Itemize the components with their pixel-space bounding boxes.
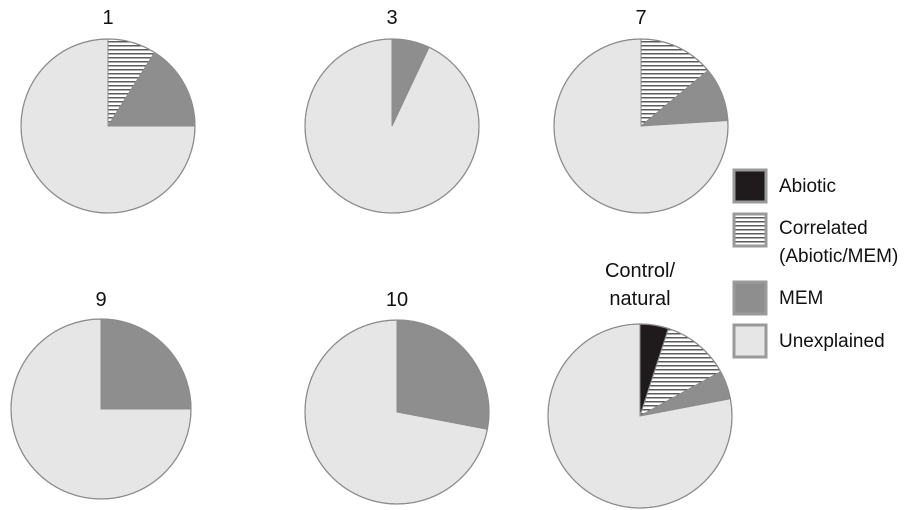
pie-outline xyxy=(553,38,729,214)
legend-item-unexplained: Unexplained xyxy=(732,323,885,359)
pie-outline xyxy=(20,38,196,214)
legend-item-mem: MEM xyxy=(732,280,823,316)
legend-label: Unexplained xyxy=(779,331,885,352)
pie-outline xyxy=(304,319,490,505)
pie-outline xyxy=(304,38,480,214)
legend-label: MEM xyxy=(779,288,823,309)
pie-3: 7 xyxy=(553,7,729,214)
pies-group: 1 3 7 9 10 Control/natural xyxy=(10,7,733,509)
pie-2: 3 xyxy=(304,7,480,214)
legend-swatch-correlated xyxy=(732,212,768,248)
legend-swatch-unexplained xyxy=(732,323,768,359)
pie-outline xyxy=(547,323,733,509)
legend: Abiotic Correlated (Abiotic/MEM) MEM Unexpla… xyxy=(732,168,898,359)
pie-4: 9 xyxy=(10,289,192,500)
pie-6: Control/natural xyxy=(547,260,733,509)
pie-outline xyxy=(10,318,192,500)
pie-title: 7 xyxy=(635,7,646,29)
pie-title: Control/ xyxy=(605,260,675,282)
legend-swatch-abiotic xyxy=(732,168,768,204)
pie-title: 3 xyxy=(386,7,397,29)
pie-slice-mem xyxy=(396,319,490,430)
pie-slice-mem xyxy=(100,318,192,410)
pie-title: 1 xyxy=(102,7,113,29)
pie-5: 10 xyxy=(304,289,490,505)
legend-label: (Abiotic/MEM) xyxy=(779,246,898,267)
legend-item-correlated: Correlated (Abiotic/MEM) xyxy=(732,212,898,267)
legend-item-abiotic: Abiotic xyxy=(732,168,836,204)
pie-title: 10 xyxy=(386,289,408,311)
legend-label: Correlated xyxy=(779,218,868,239)
pie-title: 9 xyxy=(95,289,106,311)
pie-1: 1 xyxy=(20,7,196,214)
legend-label: Abiotic xyxy=(779,176,836,197)
pie-title: natural xyxy=(609,288,670,310)
legend-swatch-mem xyxy=(732,280,768,316)
pie-slice-unexplained xyxy=(304,38,480,214)
